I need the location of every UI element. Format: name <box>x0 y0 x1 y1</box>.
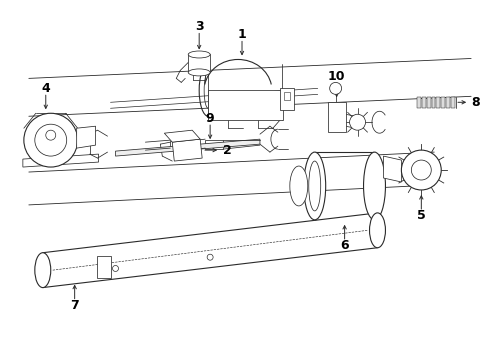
Text: 10: 10 <box>328 70 345 83</box>
Polygon shape <box>23 154 98 167</box>
Text: 4: 4 <box>41 82 50 95</box>
Bar <box>205 140 223 149</box>
Text: 9: 9 <box>206 112 215 125</box>
Bar <box>417 97 421 108</box>
Ellipse shape <box>369 213 386 248</box>
Text: 8: 8 <box>471 96 479 109</box>
Bar <box>171 141 188 150</box>
Ellipse shape <box>188 51 210 58</box>
Bar <box>208 90 283 120</box>
Polygon shape <box>116 139 260 156</box>
Bar <box>328 102 345 132</box>
Bar <box>437 97 440 108</box>
Ellipse shape <box>309 161 321 211</box>
Bar <box>451 97 455 108</box>
Bar <box>422 97 426 108</box>
Text: 1: 1 <box>238 28 246 41</box>
Polygon shape <box>384 156 401 182</box>
Polygon shape <box>164 130 200 142</box>
Ellipse shape <box>304 152 326 220</box>
Bar <box>280 88 294 110</box>
Bar <box>441 97 445 108</box>
Bar <box>97 256 111 278</box>
Circle shape <box>46 130 56 140</box>
Bar <box>284 92 290 100</box>
Ellipse shape <box>188 69 210 76</box>
Text: 3: 3 <box>195 20 203 33</box>
Bar <box>427 97 431 108</box>
Ellipse shape <box>364 152 386 220</box>
Text: 5: 5 <box>417 210 426 222</box>
Bar <box>432 97 436 108</box>
Polygon shape <box>43 213 377 288</box>
Text: 6: 6 <box>340 239 349 252</box>
Ellipse shape <box>290 166 308 206</box>
Polygon shape <box>76 126 96 148</box>
Bar <box>446 97 450 108</box>
Text: 7: 7 <box>70 299 79 312</box>
Circle shape <box>349 114 366 130</box>
Circle shape <box>401 150 441 190</box>
Circle shape <box>24 113 77 167</box>
Circle shape <box>412 160 431 180</box>
Ellipse shape <box>35 253 51 288</box>
Circle shape <box>207 254 213 260</box>
Bar <box>188 54 210 72</box>
Circle shape <box>330 82 342 94</box>
Circle shape <box>35 124 67 156</box>
Circle shape <box>113 265 119 271</box>
Polygon shape <box>172 139 202 161</box>
Text: 2: 2 <box>222 144 231 157</box>
